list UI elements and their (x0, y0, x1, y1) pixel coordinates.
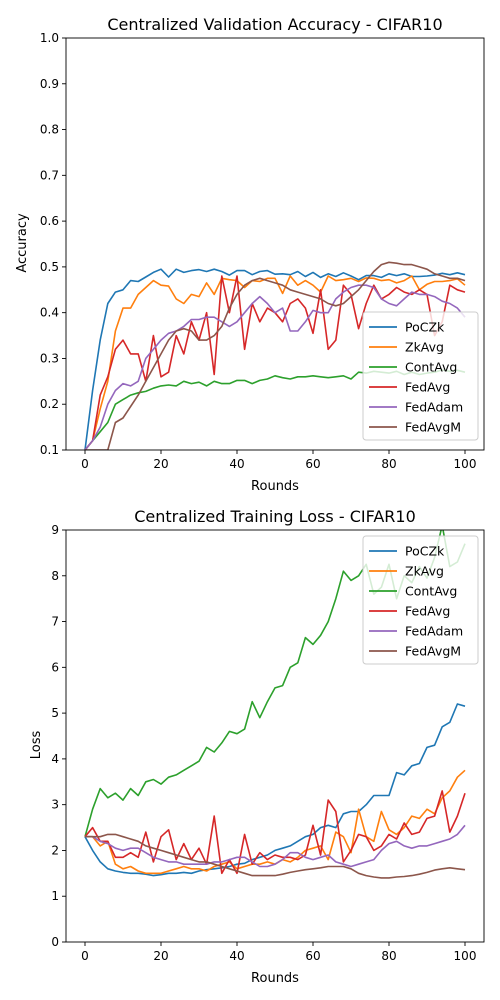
loss-legend: PoCZk ZkAvg ContAvg FedAvg FedAdam FedAvgM (362, 535, 479, 665)
accuracy-x-tick-label: 60 (305, 457, 320, 471)
loss-x-tick-label: 80 (381, 949, 396, 963)
accuracy-legend-label: PoCZk (405, 320, 445, 335)
accuracy-x-tick-label: 20 (153, 457, 168, 471)
accuracy-x-tick-label: 100 (454, 457, 477, 471)
accuracy-legend-label: FedAvg (405, 380, 450, 395)
accuracy-plot-area: 0 20 40 60 80 100 0.1 0.2 0.3 0.4 0.5 0.6 0.7 0.8 0.9 1… (40, 31, 485, 471)
accuracy-y-tick-label: 0.6 (40, 214, 59, 228)
loss-series-zkavg (85, 769, 466, 875)
loss-legend-label: FedAvg (405, 604, 450, 619)
loss-y-tick-label: 2 (51, 843, 59, 857)
accuracy-x-axis-label: Rounds (251, 479, 299, 494)
accuracy-y-tick-label: 0.9 (40, 77, 59, 91)
accuracy-x-tick-label: 80 (381, 457, 396, 471)
accuracy-axes-frame (65, 37, 485, 451)
loss-y-axis-label: Loss (29, 731, 44, 760)
loss-y-tick-label: 3 (51, 798, 59, 812)
accuracy-legend-label: ZkAvg (405, 340, 444, 355)
loss-y-tick-label: 7 (51, 615, 59, 629)
accuracy-legend: PoCZk ZkAvg ContAvg FedAvg FedAdam FedAvgM (362, 311, 479, 441)
loss-legend-label: FedAvgM (405, 644, 461, 659)
loss-x-tick-label: 60 (305, 949, 320, 963)
loss-y-tick-label: 6 (51, 660, 59, 674)
loss-legend-label: ZkAvg (405, 564, 444, 579)
accuracy-y-tick-label: 0.4 (40, 306, 59, 320)
loss-series-fedavg (84, 790, 466, 875)
accuracy-series-fedadam (84, 284, 466, 450)
accuracy-x-tick-label: 0 (81, 457, 89, 471)
accuracy-legend-label: FedAdam (405, 400, 463, 415)
loss-chart: Centralized Training Loss - CIFAR10 0 20 4… (29, 507, 485, 986)
loss-x-tick-label: 100 (454, 949, 477, 963)
loss-series-poczk (84, 703, 466, 877)
accuracy-y-tick-label: 0.7 (40, 168, 59, 182)
loss-x-tick-label: 0 (81, 949, 89, 963)
loss-axes-frame (65, 529, 485, 943)
loss-legend-label: PoCZk (405, 544, 445, 559)
accuracy-series-zkavg (84, 275, 466, 450)
loss-chart-title: Centralized Training Loss - CIFAR10 (134, 507, 416, 526)
accuracy-y-axis-label: Accuracy (15, 213, 30, 273)
accuracy-legend-label: FedAvgM (405, 420, 461, 435)
accuracy-series-fedavgm (85, 261, 466, 450)
accuracy-y-tick-label: 0.3 (40, 351, 59, 365)
accuracy-y-tick-label: 0.1 (40, 443, 59, 457)
loss-series-fedadam (85, 824, 466, 868)
accuracy-y-tick-label: 0.2 (40, 397, 59, 411)
accuracy-legend-label: ContAvg (405, 360, 457, 375)
loss-y-tick-label: 1 (51, 889, 59, 903)
accuracy-y-tick-label: 0.8 (40, 123, 59, 137)
loss-x-tick-label: 20 (153, 949, 168, 963)
accuracy-y-tick-label: 1.0 (40, 31, 59, 45)
accuracy-chart: Centralized Validation Accuracy - CIFAR1… (15, 15, 485, 494)
accuracy-legend-box (362, 311, 479, 441)
loss-y-tick-label: 5 (51, 706, 59, 720)
accuracy-y-tick-label: 0.5 (40, 260, 59, 274)
loss-legend-label: ContAvg (405, 584, 457, 599)
loss-y-tick-label: 0 (51, 935, 59, 949)
loss-x-axis-label: Rounds (251, 971, 299, 986)
loss-legend-box (362, 535, 479, 665)
accuracy-chart-title: Centralized Validation Accuracy - CIFAR1… (107, 15, 442, 34)
loss-series-fedavgm (85, 833, 466, 879)
accuracy-series-poczk (84, 268, 466, 450)
loss-x-tick-label: 40 (229, 949, 244, 963)
accuracy-x-tick-label: 40 (229, 457, 244, 471)
loss-y-tick-label: 8 (51, 569, 59, 583)
loss-legend-label: FedAdam (405, 624, 463, 639)
loss-y-tick-label: 9 (51, 523, 59, 537)
loss-y-tick-label: 4 (51, 752, 59, 766)
